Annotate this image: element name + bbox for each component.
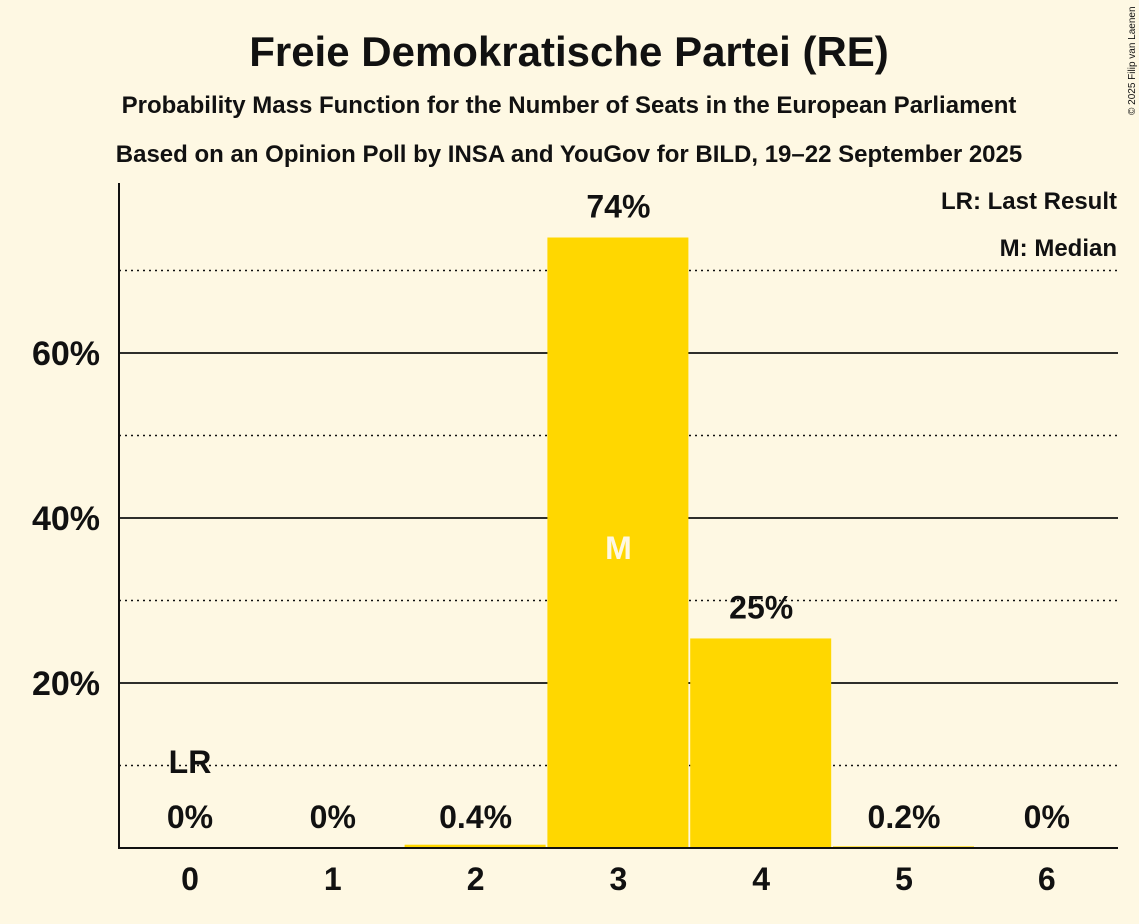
value-label: 0% — [310, 799, 356, 835]
bar — [547, 237, 689, 848]
value-label: 0% — [1024, 799, 1070, 835]
y-tick-label: 20% — [32, 665, 100, 703]
chart-title: Freie Demokratische Partei (RE) — [249, 28, 889, 75]
value-label: 25% — [729, 589, 793, 625]
x-tick-label: 3 — [610, 861, 628, 897]
bar — [690, 638, 832, 848]
value-label: 74% — [586, 189, 650, 225]
copyright: © 2025 Filip van Laenen — [1127, 6, 1138, 115]
x-tick-label: 6 — [1038, 861, 1056, 897]
bar — [404, 844, 546, 848]
x-tick-label: 5 — [895, 861, 913, 897]
y-tick-label: 40% — [32, 500, 100, 538]
last-result-marker: LR — [169, 744, 212, 780]
chart-subtitle: Probability Mass Function for the Number… — [122, 92, 1017, 119]
legend-median: M: Median — [1000, 235, 1117, 262]
chart-subtitle-2: Based on an Opinion Poll by INSA and You… — [116, 141, 1022, 168]
value-label: 0.2% — [868, 799, 941, 835]
x-tick-label: 2 — [467, 861, 485, 897]
x-tick-label: 4 — [752, 861, 770, 897]
x-tick-label: 0 — [181, 861, 199, 897]
median-marker: M — [605, 530, 632, 566]
value-label: 0% — [167, 799, 213, 835]
x-tick-label: 1 — [324, 861, 342, 897]
y-tick-label: 60% — [32, 335, 100, 373]
value-label: 0.4% — [439, 799, 512, 835]
legend-last-result: LR: Last Result — [941, 188, 1117, 215]
